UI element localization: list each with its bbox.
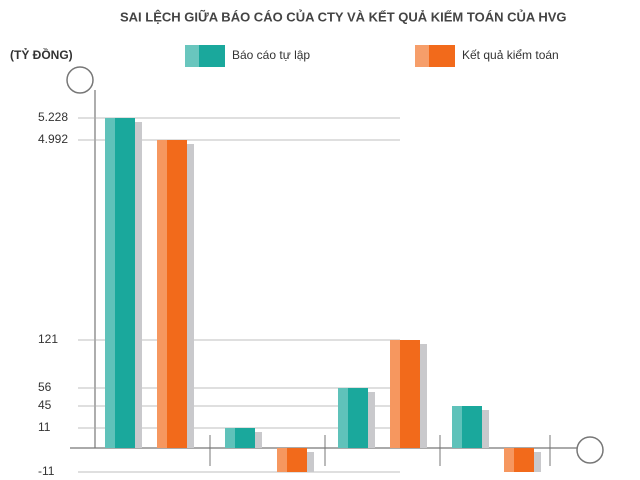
bar-shade <box>452 406 462 448</box>
y-tick-label: 121 <box>38 332 58 346</box>
y-tick-label: -11 <box>38 464 55 478</box>
bar-side <box>482 410 489 448</box>
y-tick-label: 4.992 <box>38 132 68 146</box>
legend-label: Báo cáo tự lập <box>232 48 310 62</box>
bar-shade <box>390 340 400 448</box>
bar-shade <box>105 118 115 448</box>
bar-side <box>307 452 314 472</box>
bar <box>277 448 307 472</box>
legend-swatch <box>415 45 455 67</box>
bar-shade <box>338 388 348 448</box>
y-axis-label: (TỶ ĐỒNG) <box>10 47 73 62</box>
bar-shade <box>225 428 235 448</box>
bar-side <box>534 452 541 472</box>
y-tick-label: 11 <box>38 420 51 434</box>
bar <box>452 406 482 448</box>
chart-title: SAI LỆCH GIỮA BÁO CÁO CỦA CTY VÀ KẾT QUẢ… <box>120 9 567 24</box>
y-tick-label: 45 <box>38 398 52 412</box>
y-tick-label: 5.228 <box>38 110 68 124</box>
legend-label: Kết quả kiểm toán <box>462 48 559 62</box>
y-tick-label: 56 <box>38 380 52 394</box>
bar <box>225 428 255 448</box>
bar <box>504 448 534 472</box>
bar-side <box>135 122 142 448</box>
bar <box>157 140 187 448</box>
bar <box>338 388 368 448</box>
bar-side <box>255 432 262 448</box>
legend-swatch-shade <box>415 45 429 67</box>
bar-shade <box>157 140 167 448</box>
bar-side <box>187 144 194 448</box>
legend-swatch <box>185 45 225 67</box>
axis-cap <box>66 66 94 94</box>
bar-shade <box>504 448 514 472</box>
bar-side <box>368 392 375 448</box>
bar-side <box>420 344 427 448</box>
bar-shade <box>277 448 287 472</box>
bar <box>105 118 135 448</box>
bar <box>390 340 420 448</box>
axis-cap <box>576 436 604 464</box>
legend-swatch-shade <box>185 45 199 67</box>
